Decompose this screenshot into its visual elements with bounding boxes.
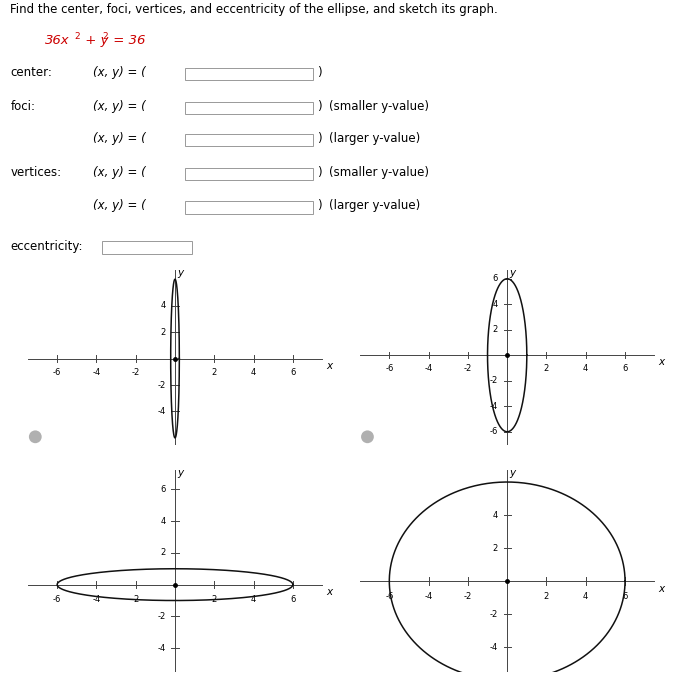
- Text: -2: -2: [131, 595, 140, 604]
- Text: 2: 2: [161, 328, 166, 337]
- Text: 4: 4: [583, 364, 588, 373]
- Text: -4: -4: [158, 644, 166, 652]
- Text: 2: 2: [74, 32, 80, 41]
- Text: -6: -6: [53, 595, 62, 604]
- Bar: [185, 68, 313, 80]
- Bar: [185, 201, 313, 214]
- Text: foci:: foci:: [10, 99, 35, 113]
- Text: 2: 2: [212, 595, 217, 604]
- Text: 4: 4: [251, 595, 256, 604]
- Text: -6: -6: [385, 364, 394, 373]
- Text: 4: 4: [493, 510, 498, 519]
- Text: ): ): [317, 199, 322, 212]
- Text: 2: 2: [161, 548, 166, 557]
- Circle shape: [361, 430, 374, 443]
- Bar: [185, 167, 313, 180]
- Text: y: y: [177, 468, 183, 478]
- Text: (x, y) = (: (x, y) = (: [93, 132, 146, 145]
- Text: (x, y) = (: (x, y) = (: [93, 66, 146, 79]
- Text: (smaller y-value): (smaller y-value): [329, 166, 430, 179]
- Text: 2: 2: [102, 32, 108, 41]
- Text: 6: 6: [493, 274, 498, 284]
- Text: 2: 2: [493, 544, 498, 552]
- Text: y: y: [509, 468, 516, 478]
- Text: -6: -6: [385, 592, 394, 601]
- Text: = 36: = 36: [109, 34, 145, 47]
- Text: 2: 2: [212, 368, 217, 377]
- Text: -2: -2: [158, 381, 166, 389]
- Text: 4: 4: [251, 368, 256, 377]
- Text: Find the center, foci, vertices, and eccentricity of the ellipse, and sketch its: Find the center, foci, vertices, and ecc…: [10, 3, 498, 15]
- Text: 6: 6: [290, 595, 295, 604]
- Text: -2: -2: [490, 610, 498, 619]
- Text: 4: 4: [161, 301, 166, 310]
- Text: -6: -6: [490, 427, 498, 436]
- Text: x: x: [658, 357, 664, 368]
- Text: -2: -2: [158, 612, 166, 621]
- Text: ): ): [317, 166, 322, 179]
- Text: -6: -6: [53, 368, 62, 377]
- Text: 6: 6: [622, 592, 628, 601]
- Text: ): ): [317, 132, 322, 145]
- Text: -4: -4: [92, 595, 100, 604]
- Text: (larger y-value): (larger y-value): [329, 132, 421, 145]
- Text: (x, y) = (: (x, y) = (: [93, 166, 146, 179]
- Text: 2: 2: [544, 592, 549, 601]
- Text: 6: 6: [161, 485, 166, 494]
- Text: -4: -4: [92, 368, 100, 377]
- Text: (x, y) = (: (x, y) = (: [93, 99, 146, 113]
- Text: -2: -2: [490, 377, 498, 385]
- Text: -4: -4: [158, 407, 166, 416]
- Text: 4: 4: [493, 300, 498, 309]
- Text: 4: 4: [161, 517, 166, 526]
- Bar: [185, 134, 313, 146]
- Text: ): ): [317, 99, 322, 113]
- Text: ): ): [317, 66, 322, 79]
- Text: 6: 6: [622, 364, 628, 373]
- Text: -2: -2: [464, 364, 472, 373]
- Text: + y: + y: [81, 34, 109, 47]
- Text: center:: center:: [10, 66, 53, 79]
- Text: -4: -4: [490, 643, 498, 652]
- Text: (x, y) = (: (x, y) = (: [93, 199, 146, 212]
- Text: 2: 2: [544, 364, 549, 373]
- Text: y: y: [177, 268, 183, 278]
- Text: -2: -2: [464, 592, 472, 601]
- Text: -4: -4: [490, 402, 498, 411]
- Text: 6: 6: [290, 368, 295, 377]
- Text: (larger y-value): (larger y-value): [329, 199, 421, 212]
- Text: -4: -4: [424, 592, 432, 601]
- Text: x: x: [326, 587, 332, 597]
- Text: eccentricity:: eccentricity:: [10, 239, 83, 253]
- Text: -2: -2: [131, 368, 140, 377]
- Text: vertices:: vertices:: [10, 166, 62, 179]
- Text: (smaller y-value): (smaller y-value): [329, 99, 430, 113]
- Text: 4: 4: [583, 592, 588, 601]
- Text: -4: -4: [424, 364, 432, 373]
- Bar: [102, 241, 192, 254]
- Text: 2: 2: [493, 326, 498, 335]
- Bar: [185, 102, 313, 114]
- Circle shape: [29, 430, 42, 443]
- Text: x: x: [326, 360, 332, 370]
- Text: 36x: 36x: [45, 34, 70, 47]
- Text: x: x: [658, 584, 664, 594]
- Text: y: y: [509, 268, 516, 278]
